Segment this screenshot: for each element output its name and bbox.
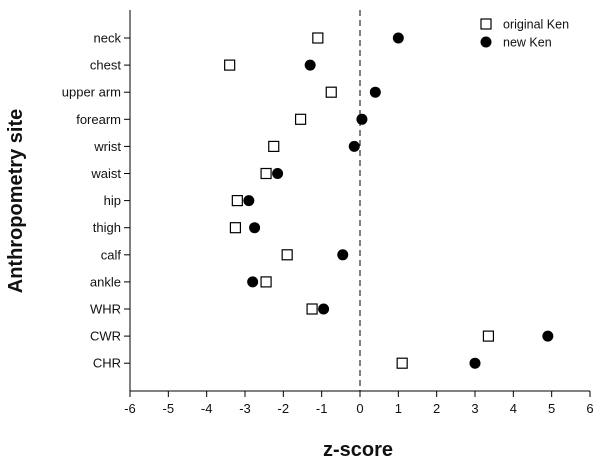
legend-label: new Ken	[503, 36, 552, 50]
x-tick-label: 1	[395, 401, 402, 416]
legend-label: original Ken	[503, 18, 569, 32]
x-tick-label: 2	[433, 401, 440, 416]
original-ken-point	[312, 32, 324, 44]
original-ken-point	[396, 357, 408, 369]
y-tick-label: waist	[90, 166, 121, 181]
new-ken-point	[356, 113, 368, 125]
plot-marks	[224, 32, 554, 369]
new-ken-point	[542, 330, 554, 342]
y-tick-label: CWR	[90, 329, 121, 344]
original-ken-point	[260, 167, 272, 180]
legend: original Ken new Ken	[480, 18, 569, 50]
legend-marker	[480, 18, 492, 30]
x-tick-label: -6	[124, 401, 136, 416]
new-ken-point	[272, 168, 284, 179]
original-ken-point	[306, 303, 318, 315]
x-tick-label: -4	[201, 401, 213, 416]
new-ken-point	[243, 195, 255, 207]
y-tick-label: ankle	[90, 274, 121, 289]
original-ken-point	[260, 276, 272, 288]
original-ken-point	[281, 249, 293, 261]
new-ken-point	[249, 222, 261, 234]
y-tick-label: hip	[104, 193, 121, 208]
x-tick-label: 4	[510, 401, 517, 416]
y-tick-label: upper arm	[62, 85, 121, 100]
original-ken-point	[231, 195, 243, 207]
original-ken-point	[294, 113, 307, 125]
legend-marker	[480, 36, 492, 48]
original-ken-point	[482, 330, 495, 342]
y-tick-label: thigh	[93, 220, 121, 235]
y-axis-title: Anthropometry site	[5, 109, 27, 293]
x-tick-label: -1	[316, 401, 328, 416]
y-tick-label: calf	[101, 247, 122, 262]
new-ken-point	[304, 59, 316, 71]
x-axis-title: z-score	[323, 439, 393, 461]
x-tick-label: -2	[278, 401, 290, 416]
y-tick-label: chest	[90, 58, 121, 73]
x-tick-label: -5	[163, 401, 175, 416]
y-tick-label: CHR	[93, 356, 121, 371]
new-ken-point	[337, 249, 349, 261]
new-ken-point	[318, 303, 330, 315]
new-ken-point	[348, 140, 360, 152]
original-ken-point	[268, 140, 280, 152]
y-tick-label: neck	[94, 31, 122, 46]
axes: -6 -5 -4 -3 -2 -1 0 1 2 3 4 5 6 neck chest upper arm for…	[62, 10, 594, 416]
y-tick-label: wrist	[93, 139, 121, 154]
new-ken-point	[392, 32, 404, 44]
new-ken-point	[247, 276, 259, 288]
original-ken-point	[325, 86, 337, 98]
new-ken-point	[369, 86, 381, 98]
x-tick-label: 6	[586, 401, 593, 416]
new-ken-point	[469, 357, 481, 369]
y-tick-label: WHR	[90, 302, 121, 317]
x-tick-label: 0	[356, 401, 363, 416]
x-tick-label: 5	[548, 401, 555, 416]
original-ken-point	[224, 59, 236, 71]
x-tick-label: 3	[471, 401, 478, 416]
x-tick-label: -3	[239, 401, 251, 416]
original-ken-point	[229, 222, 242, 234]
y-tick-label: forearm	[76, 112, 121, 127]
